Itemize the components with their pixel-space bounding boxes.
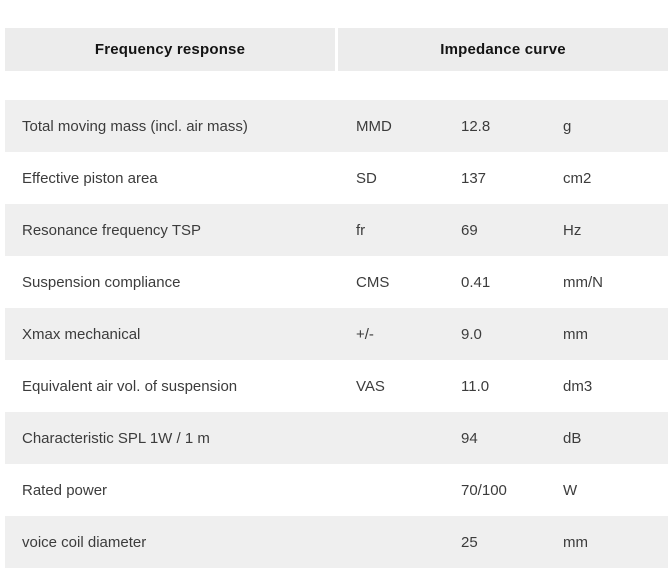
spec-label: voice coil diameter	[22, 533, 147, 551]
spec-symbol: +/-	[356, 325, 374, 343]
spec-symbol: CMS	[356, 273, 390, 291]
spec-label: Suspension compliance	[22, 273, 181, 291]
spec-symbol: MMD	[356, 117, 392, 135]
spec-value: 70/100	[461, 481, 507, 499]
spec-value: 12.8	[461, 117, 491, 135]
spec-unit: dm3	[563, 377, 593, 395]
table-row: Equivalent air vol. of suspension VAS 11…	[5, 360, 668, 412]
tab-frequency-response[interactable]: Frequency response	[5, 28, 335, 71]
table-row: Total moving mass (incl. air mass) MMD 1…	[5, 100, 668, 152]
spec-unit: g	[563, 117, 572, 135]
spec-label: Total moving mass (incl. air mass)	[22, 117, 248, 135]
spec-unit: mm	[563, 325, 588, 343]
spec-unit: cm2	[563, 169, 592, 187]
spec-value: 11.0	[461, 377, 490, 395]
spec-label: Rated power	[22, 481, 108, 499]
spec-value: 137	[461, 169, 487, 187]
tab-impedance-curve[interactable]: Impedance curve	[338, 28, 668, 71]
spec-unit: W	[563, 481, 578, 499]
spec-value: 25	[461, 533, 478, 551]
spec-value: 0.41	[461, 273, 491, 291]
spec-symbol: fr	[356, 221, 366, 239]
spec-label: Xmax mechanical	[22, 325, 141, 343]
spec-value: 94	[461, 429, 478, 447]
spec-unit: Hz	[563, 221, 582, 239]
spec-unit: mm	[563, 533, 588, 551]
spec-value: 69	[461, 221, 478, 239]
spec-unit: mm/N	[563, 273, 603, 291]
table-row: Resonance frequency TSP fr 69 Hz	[5, 204, 668, 256]
spec-unit: dB	[563, 429, 582, 447]
table-row: Xmax mechanical +/- 9.0 mm	[5, 308, 668, 360]
table-row: Characteristic SPL 1W / 1 m 94 dB	[5, 412, 668, 464]
table-row: Suspension compliance CMS 0.41 mm/N	[5, 256, 668, 308]
spec-label: Equivalent air vol. of suspension	[22, 377, 238, 395]
tab-bar: Frequency response Impedance curve	[5, 28, 668, 71]
table-row: voice coil diameter 25 mm	[5, 516, 668, 568]
spec-symbol: VAS	[356, 377, 385, 395]
spec-label: Characteristic SPL 1W / 1 m	[22, 429, 210, 447]
spec-table: Total moving mass (incl. air mass) MMD 1…	[5, 100, 668, 568]
spec-symbol: SD	[356, 169, 377, 187]
spec-label: Resonance frequency TSP	[22, 221, 201, 239]
table-row: Rated power 70/100 W	[5, 464, 668, 516]
spec-label: Effective piston area	[22, 169, 158, 187]
spec-value: 9.0	[461, 325, 482, 343]
table-row: Effective piston area SD 137 cm2	[5, 152, 668, 204]
